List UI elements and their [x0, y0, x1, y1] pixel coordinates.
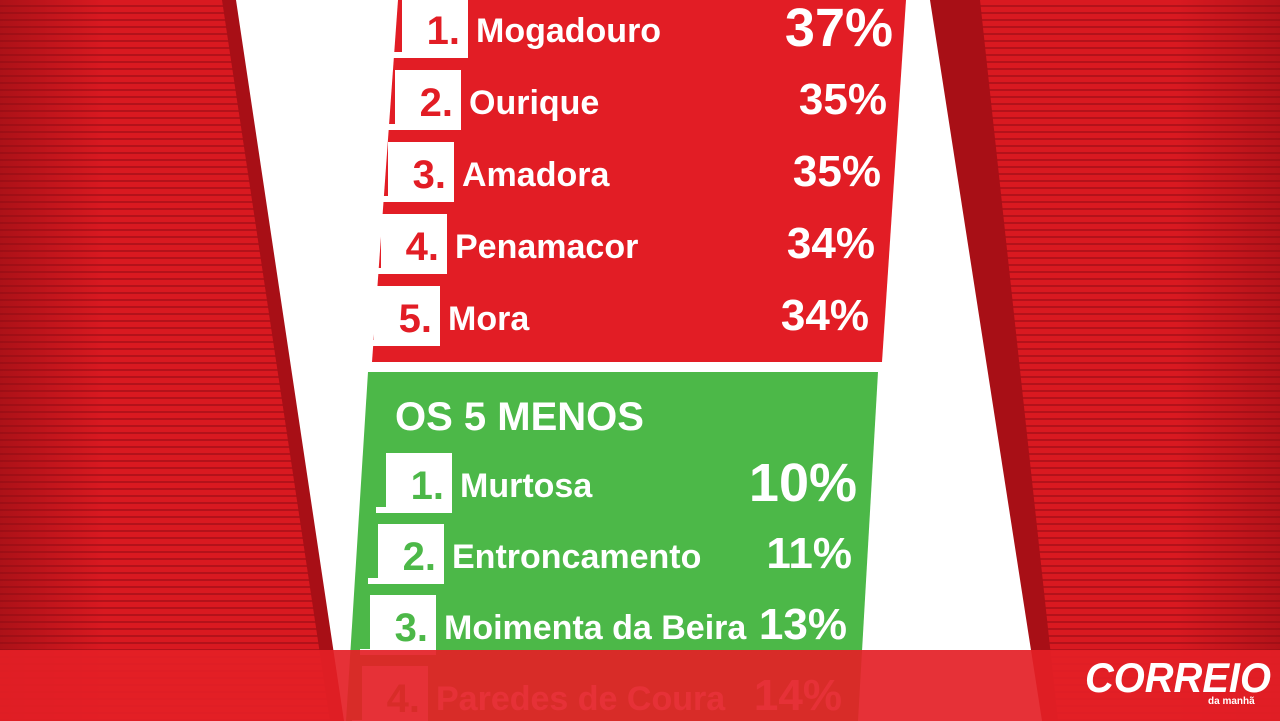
rank-box [386, 453, 452, 507]
section-title: OS 5 MENOS [395, 395, 644, 439]
green-box [346, 372, 878, 721]
rank-strip [385, 124, 461, 130]
value: 34% [787, 219, 875, 268]
rank: 3. [413, 153, 446, 197]
name: Mogadouro [476, 12, 661, 50]
rank-box [388, 142, 454, 196]
value: 11% [766, 529, 852, 578]
name: Amadora [462, 156, 610, 194]
rank-strip [376, 507, 452, 513]
value: 34% [781, 291, 869, 340]
name: Murtosa [460, 467, 593, 505]
rank: 3. [395, 606, 428, 650]
rank-box [374, 286, 440, 340]
rank-strip [364, 340, 440, 346]
rank-box [381, 214, 447, 268]
rank-box [395, 70, 461, 124]
rank-strip [371, 268, 447, 274]
rank-strip [392, 52, 468, 58]
rank: 2. [403, 535, 436, 579]
rank-box [370, 595, 436, 649]
shade-left [0, 0, 260, 721]
rank: 4. [406, 225, 439, 269]
rank-box [378, 524, 444, 578]
red-box [372, 0, 906, 362]
value: 37% [785, 0, 893, 58]
rank: 2. [420, 81, 453, 125]
value: 35% [793, 147, 881, 196]
value: 35% [799, 75, 887, 124]
rank: 1. [427, 9, 460, 53]
name: Moimenta da Beira [444, 609, 747, 647]
shade-right [1020, 0, 1280, 721]
rank-strip [368, 578, 444, 584]
rank: 5. [399, 297, 432, 341]
logo-name: CORREIO [1085, 654, 1271, 701]
logo-tagline: da manhã [1208, 696, 1255, 707]
name: Penamacor [455, 228, 638, 266]
rank-strip [378, 196, 454, 202]
name: Ourique [469, 84, 599, 122]
rank: 1. [411, 464, 444, 508]
rank-box [402, 0, 468, 52]
bottom-band [0, 650, 1280, 721]
value: 13% [759, 600, 847, 649]
value: 10% [749, 453, 857, 513]
name: Entroncamento [452, 538, 701, 576]
name: Mora [448, 300, 530, 338]
